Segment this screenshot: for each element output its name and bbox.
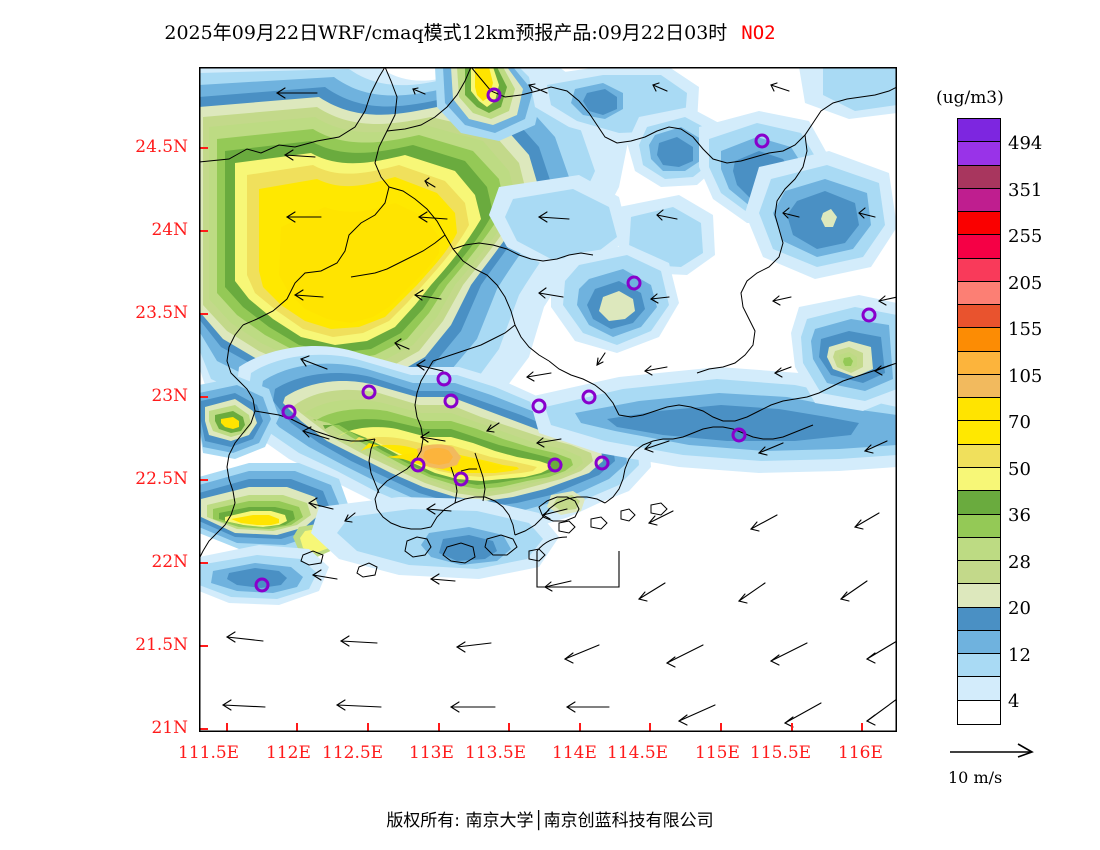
colorbar-band-23 [958,654,1000,678]
colorbar-band-6 [958,258,1000,282]
colorbar-band-15 [958,467,1000,492]
colorbar-label-36: 36 [1008,505,1031,526]
colorbar-label-155: 155 [1008,319,1043,340]
colorbar-band-19 [958,561,1000,585]
colorbar-band-18 [958,537,1000,562]
copyright-notice: 版权所有: 南京大学│南京创蓝科技有限公司 [386,811,714,831]
wind-scale-key: 10 m/s [944,740,1074,787]
wind-arrow-icon [950,743,1034,758]
colorbar-band-7 [958,281,1000,306]
colorbar-label-4: 4 [1008,691,1020,712]
lon-tick-115-5: 115.5E [750,743,812,763]
colorbar-band-16 [958,491,1000,515]
page-title: 2025年09月22日WRF/cmaq模式12km预报产品:09月22日03时 N… [0,18,940,45]
lat-tick-21-5: 21.5N [135,635,188,655]
colorbar-band-10 [958,351,1000,375]
colorbar-band-25 [958,700,1000,724]
contour-field [199,67,897,732]
lon-tick-112: 112E [266,743,311,763]
colorbar-label-494: 494 [1008,133,1043,154]
colorbar-label-205: 205 [1008,273,1043,294]
lon-tick-112-5: 112.5E [322,743,384,763]
colorbar-band-17 [958,514,1000,538]
lat-tick-23: 23N [151,386,188,406]
colorbar-label-12: 12 [1008,645,1031,666]
colorbar[interactable] [957,118,1001,725]
administrative-boundaries [199,67,897,588]
lon-tick-114-5: 114.5E [607,743,669,763]
lon-tick-115: 115E [695,743,740,763]
colorbar-band-4 [958,212,1000,236]
colorbar-band-11 [958,374,1000,399]
wind-vector-field [221,82,897,728]
colorbar-label-28: 28 [1008,552,1031,573]
colorbar-label-50: 50 [1008,459,1031,480]
colorbar-band-5 [958,235,1000,259]
colorbar-label-20: 20 [1008,598,1031,619]
title-species: NO2 [741,22,776,44]
colorbar-label-255: 255 [1008,226,1043,247]
colorbar-band-12 [958,398,1000,422]
colorbar-band-2 [958,165,1000,189]
lon-tick-116: 116E [838,743,883,763]
colorbar-label-105: 105 [1008,366,1043,387]
lon-tick-111-5: 111.5E [178,743,240,763]
colorbar-band-1 [958,142,1000,166]
lat-tick-24: 24N [151,220,188,240]
lat-tick-22: 22N [151,552,188,572]
colorbar-label-351: 351 [1008,180,1043,201]
colorbar-band-21 [958,607,1000,631]
lat-tick-23-5: 23.5N [135,303,188,323]
forecast-map[interactable] [199,67,897,732]
axis-ticks [199,67,897,732]
lon-tick-113-5: 113.5E [465,743,527,763]
lat-tick-21: 21N [151,718,188,738]
colorbar-band-13 [958,421,1000,445]
lon-tick-113: 113E [409,743,454,763]
colorbar-label-70: 70 [1008,412,1031,433]
title-text: 2025年09月22日WRF/cmaq模式12km预报产品:09月22日03时 [164,22,728,44]
colorbar-unit-label: (ug/m3) [936,88,1004,108]
lon-tick-114: 114E [552,743,597,763]
colorbar-band-20 [958,584,1000,608]
colorbar-band-8 [958,305,1000,329]
colorbar-band-22 [958,630,1000,655]
lat-tick-24-5: 24.5N [135,137,188,157]
station-markers[interactable] [254,87,877,593]
colorbar-band-24 [958,677,1000,701]
colorbar-band-0 [958,119,1000,143]
colorbar-band-9 [958,328,1000,352]
wind-scale-label: 10 m/s [948,768,1003,787]
colorbar-band-14 [958,444,1000,468]
colorbar-band-3 [958,188,1000,213]
lat-tick-22-5: 22.5N [135,469,188,489]
